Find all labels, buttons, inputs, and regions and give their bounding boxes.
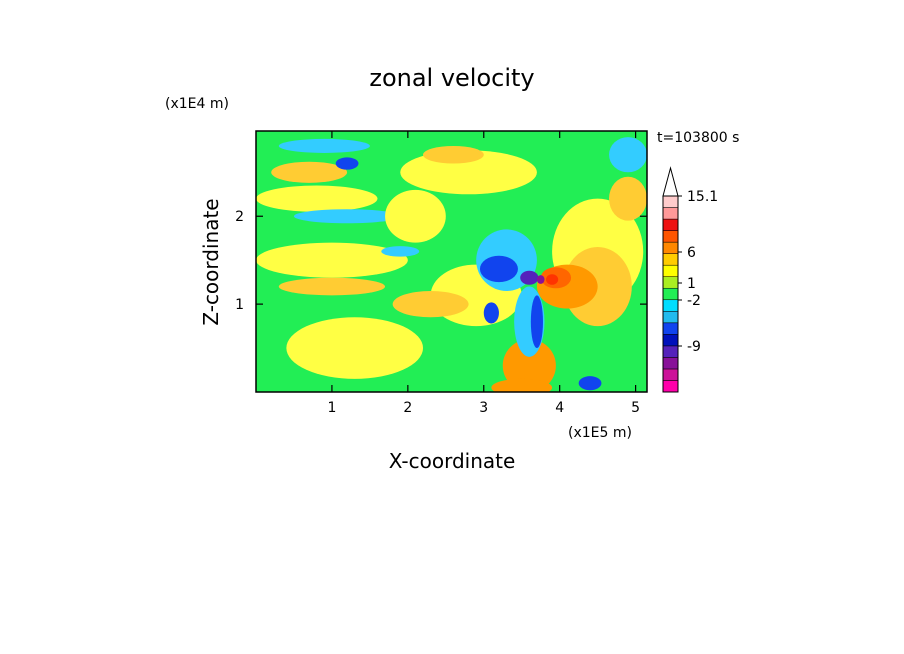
contour-region-8 [423, 145, 484, 164]
time-label: t=103800 s [657, 130, 739, 146]
colorbar-frame [662, 195, 679, 393]
contour-region-26 [536, 275, 545, 284]
colorbar-swatch [662, 218, 679, 231]
contour-region-0 [286, 317, 424, 379]
colorbar-swatch [662, 253, 679, 266]
contour-region-28 [385, 189, 446, 243]
contour-region-29 [381, 246, 420, 257]
plot-area [256, 131, 647, 392]
contour-region-2 [256, 185, 378, 212]
colorbar-swatch [662, 380, 679, 393]
colorbar-swatch [662, 207, 679, 220]
contour-region-25 [520, 270, 539, 285]
plot-frame [255, 130, 648, 393]
contour-region-10 [502, 339, 556, 392]
contour-region-9 [563, 246, 632, 327]
colorbar-label: 6 [687, 245, 696, 261]
colorbar-swatch [662, 345, 679, 358]
x-tick-label: 2 [403, 400, 412, 416]
colorbar-label: 1 [687, 276, 696, 292]
colorbar-swatch [662, 334, 679, 347]
colorbar-swatch [662, 287, 679, 301]
x-tick-label: 3 [479, 400, 488, 416]
x-unit-label: (x1E5 m) [568, 425, 632, 441]
contour-region-22 [335, 157, 359, 170]
contour-region-6 [271, 161, 348, 183]
contour-region-7 [278, 277, 386, 296]
contour-region-24 [483, 302, 499, 324]
colorbar-swatch [662, 195, 679, 208]
contour-region-18 [609, 137, 647, 173]
y-tick-label: 2 [235, 209, 244, 225]
colorbar-swatch [662, 264, 679, 277]
colorbar-swatch [662, 311, 679, 324]
contour-region-21 [530, 295, 543, 349]
colorbar-swatch [662, 357, 679, 370]
colorbar-swatch [662, 230, 679, 243]
contour-region-13 [546, 274, 559, 285]
x-tick-label: 4 [555, 400, 564, 416]
x-tick-label: 1 [327, 400, 336, 416]
contour-region-15 [293, 209, 401, 224]
contour-region-27 [392, 290, 469, 318]
contour-region-17 [278, 138, 370, 153]
x-axis-label: X-coordinate [389, 449, 516, 473]
colorbar-swatch [662, 276, 679, 289]
contour-region-30 [609, 176, 647, 221]
x-tick-label: 5 [631, 400, 640, 416]
colorbar-label: -2 [687, 293, 701, 309]
colorbar-label: -9 [687, 339, 701, 355]
colorbar-swatch [662, 322, 679, 335]
colorbar-label: 15.1 [687, 189, 718, 205]
contour-region-20 [479, 255, 518, 283]
axes: 1 2 3 4 5 1 2 [235, 130, 648, 416]
colorbar: 15.1 6 1-2 -9 [662, 166, 718, 393]
y-unit-label: (x1E4 m) [165, 96, 229, 112]
colorbar-swatch [662, 299, 679, 312]
colorbar-swatch [662, 368, 679, 381]
colorbar-swatch [662, 241, 679, 254]
colorbar-extend-arrow [662, 166, 679, 197]
contour-region-1 [256, 242, 408, 278]
y-tick-label: 1 [235, 297, 244, 313]
chart-title: zonal velocity [369, 64, 534, 92]
contour-region-23 [578, 376, 602, 391]
contour-region-14 [491, 378, 553, 392]
y-axis-label: Z-coordinate [199, 198, 223, 325]
